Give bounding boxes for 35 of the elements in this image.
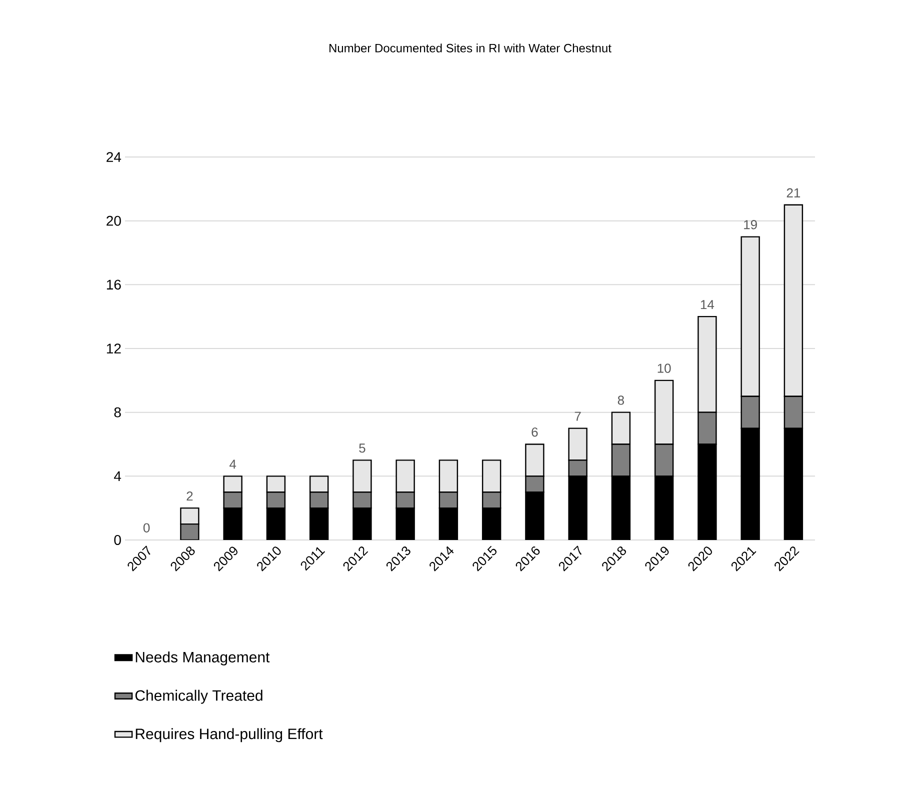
y-tick-label: 20 xyxy=(106,216,121,226)
bar xyxy=(309,476,329,493)
total-label: 21 xyxy=(786,188,800,198)
chart-title: Number Documented Sites in RI with Water Chestnut xyxy=(329,44,612,52)
total-label: 2 xyxy=(186,491,193,501)
total-label: 19 xyxy=(744,220,757,230)
y-tick-label: 4 xyxy=(114,471,122,481)
y-tick-label: 0 xyxy=(114,535,121,545)
total-label: 8 xyxy=(618,396,624,405)
total-label: 14 xyxy=(700,300,714,310)
bar xyxy=(482,460,502,493)
total-label: 5 xyxy=(359,444,366,453)
y-tick-label: 16 xyxy=(106,280,121,290)
y-tick-label: 12 xyxy=(106,344,121,354)
bar xyxy=(223,476,242,493)
bar xyxy=(266,476,286,493)
total-label: 6 xyxy=(532,428,538,437)
bar xyxy=(568,428,588,461)
total-label: 10 xyxy=(658,364,671,373)
total-label: 7 xyxy=(574,412,581,421)
y-tick-label: 24 xyxy=(106,152,122,162)
bar xyxy=(396,460,415,493)
bar xyxy=(352,460,372,493)
legend-label: Chemically Treated xyxy=(135,690,262,704)
bar xyxy=(611,412,631,445)
legend-label: Needs Management xyxy=(136,651,270,666)
legend-label: Requires Hand-pulling Effort xyxy=(136,728,323,742)
bar xyxy=(784,396,804,429)
total-label: 4 xyxy=(230,460,236,469)
bar xyxy=(654,444,674,477)
y-tick-label: 8 xyxy=(114,407,121,418)
bar xyxy=(611,444,631,477)
bar xyxy=(525,444,544,477)
total-label: 0 xyxy=(143,523,150,532)
bar xyxy=(438,460,458,493)
